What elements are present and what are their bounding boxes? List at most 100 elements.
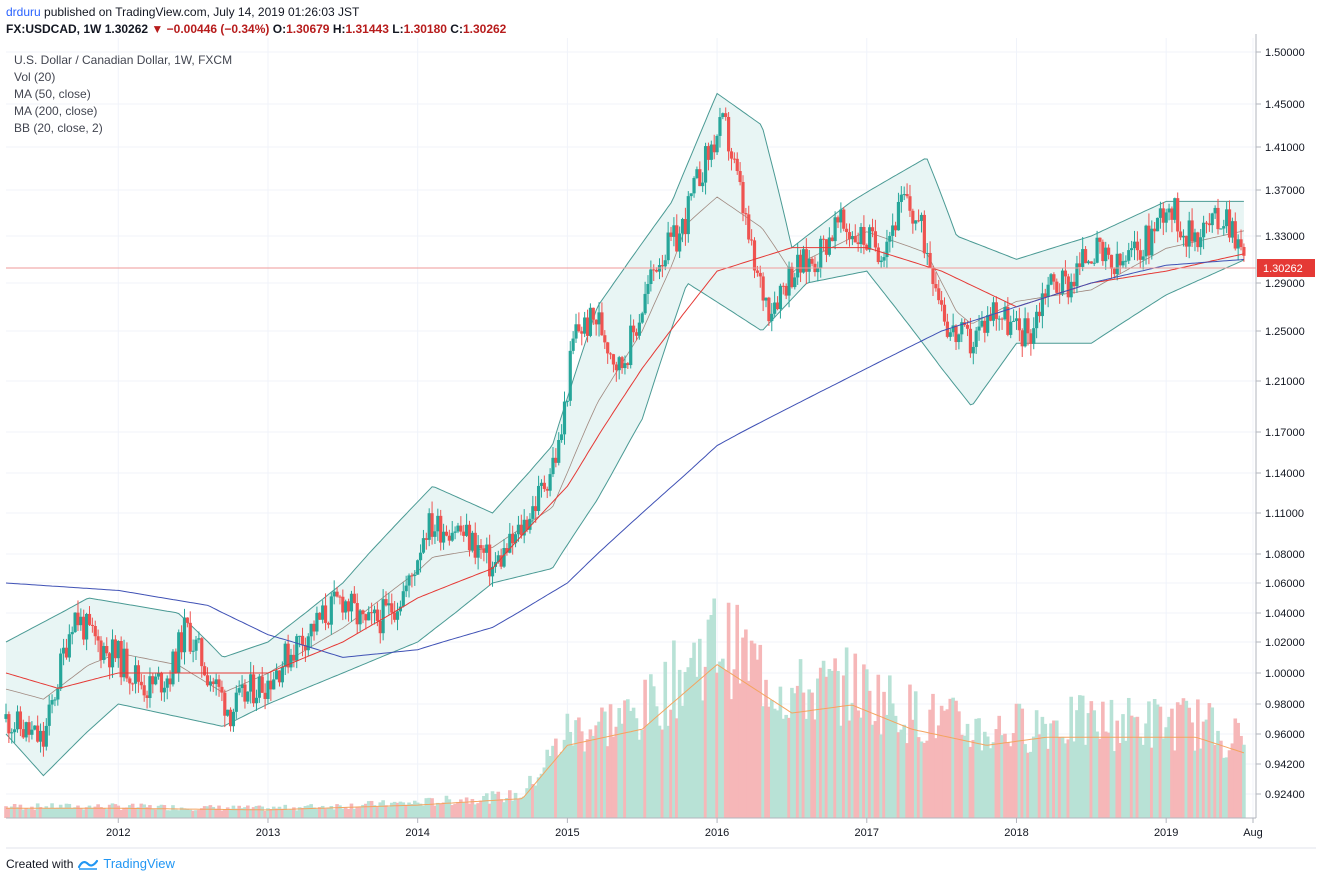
- candle-body: [744, 213, 748, 215]
- candle-body: [1124, 260, 1128, 262]
- price-tick-label: 1.00000: [1265, 668, 1305, 680]
- volume-bar: [1141, 744, 1145, 818]
- legend-ma50[interactable]: MA (50, close): [14, 87, 91, 101]
- candle-body: [441, 531, 446, 543]
- candle-body: [237, 688, 241, 693]
- volume-bar: [254, 805, 259, 818]
- candle-body: [554, 457, 558, 463]
- candle-body: [21, 729, 25, 738]
- volume-bar: [1193, 750, 1197, 818]
- candle-body: [597, 312, 601, 325]
- volume-bar: [1147, 701, 1151, 818]
- volume-bar: [24, 808, 28, 818]
- volume-bar: [833, 658, 837, 818]
- volume-bar: [531, 784, 535, 818]
- volume-bar: [844, 647, 849, 818]
- candle-body: [208, 681, 212, 686]
- volume-bar: [208, 805, 213, 818]
- candle-body: [741, 182, 745, 214]
- volume-bar: [767, 706, 771, 818]
- candle-body: [275, 670, 279, 680]
- volume-bar: [885, 714, 889, 818]
- candle-body: [1222, 226, 1226, 229]
- volume-bar: [793, 693, 797, 818]
- candle-body: [583, 317, 587, 334]
- volume-bar: [286, 809, 290, 818]
- volume-bar: [513, 792, 518, 818]
- legend-bollinger[interactable]: BB (20, close, 2): [14, 121, 103, 135]
- chart-legend: U.S. Dollar / Canadian Dollar, 1W, FXCM …: [14, 52, 232, 137]
- candle-body: [228, 709, 233, 727]
- candle-body: [631, 325, 636, 333]
- candle-body: [96, 636, 100, 641]
- volume-bar: [899, 729, 904, 818]
- candle-body: [542, 482, 546, 489]
- volume-bar: [185, 808, 190, 818]
- volume-bar: [931, 693, 935, 818]
- volume-bar: [1057, 737, 1062, 818]
- volume-bar: [735, 604, 740, 818]
- volume-bar: [35, 803, 40, 818]
- candle-body: [171, 651, 175, 685]
- candle-body: [836, 217, 840, 223]
- volume-bar: [179, 807, 184, 818]
- candle-body: [652, 269, 656, 271]
- candle-body: [916, 220, 921, 222]
- candle-body: [139, 681, 143, 686]
- volume-bar: [936, 725, 941, 818]
- volume-bar: [199, 808, 204, 818]
- volume-bar: [260, 806, 265, 818]
- volume-bar: [723, 670, 728, 818]
- volume-bar: [807, 689, 812, 818]
- candle-body: [1178, 231, 1183, 238]
- candle-body: [977, 326, 981, 331]
- volume-bar: [677, 669, 682, 818]
- legend-volume[interactable]: Vol (20): [14, 70, 56, 84]
- candle-body: [462, 531, 466, 536]
- candle-body: [726, 116, 731, 152]
- volume-bar: [349, 803, 354, 818]
- volume-bar: [888, 675, 892, 818]
- volume-bar: [470, 798, 475, 818]
- candle-body: [571, 338, 575, 351]
- legend-ma200[interactable]: MA (200, close): [14, 104, 98, 118]
- candle-body: [234, 692, 238, 712]
- candle-body: [965, 325, 970, 329]
- volume-bar: [257, 805, 262, 818]
- author-link[interactable]: drduru: [6, 5, 41, 19]
- volume-bar: [896, 732, 901, 818]
- volume-bar: [510, 800, 515, 818]
- volume-bar: [81, 809, 86, 818]
- candle-body: [240, 684, 244, 689]
- volume-bar: [484, 793, 489, 818]
- candle-body: [980, 320, 984, 327]
- candle-body: [128, 678, 132, 684]
- volume-bar: [738, 683, 742, 818]
- volume-bar: [905, 743, 909, 818]
- candle-body: [485, 544, 489, 553]
- volume-bar: [84, 807, 89, 818]
- volume-bar: [9, 806, 14, 818]
- volume-bar: [1224, 757, 1229, 818]
- candle-body: [643, 293, 647, 314]
- candle-body: [798, 254, 803, 273]
- candle-body: [459, 525, 463, 532]
- volume-bar: [556, 755, 561, 818]
- volume-bar: [70, 808, 75, 818]
- volume-bar: [125, 807, 129, 818]
- volume-bar: [398, 801, 403, 818]
- candle-body: [479, 545, 483, 549]
- volume-bar: [1158, 706, 1163, 818]
- low-value: 1.30180: [403, 22, 447, 36]
- tradingview-brand-link[interactable]: TradingView: [103, 856, 175, 871]
- candle-body: [830, 237, 834, 242]
- candle-body: [528, 518, 532, 530]
- volume-bar: [116, 805, 121, 818]
- candle-body: [819, 238, 823, 268]
- volume-bar: [456, 801, 460, 818]
- change-value: −0.00446 (−0.34%): [166, 22, 270, 36]
- volume-bar: [392, 801, 397, 818]
- candle-body: [1032, 328, 1036, 344]
- candle-body: [53, 699, 57, 701]
